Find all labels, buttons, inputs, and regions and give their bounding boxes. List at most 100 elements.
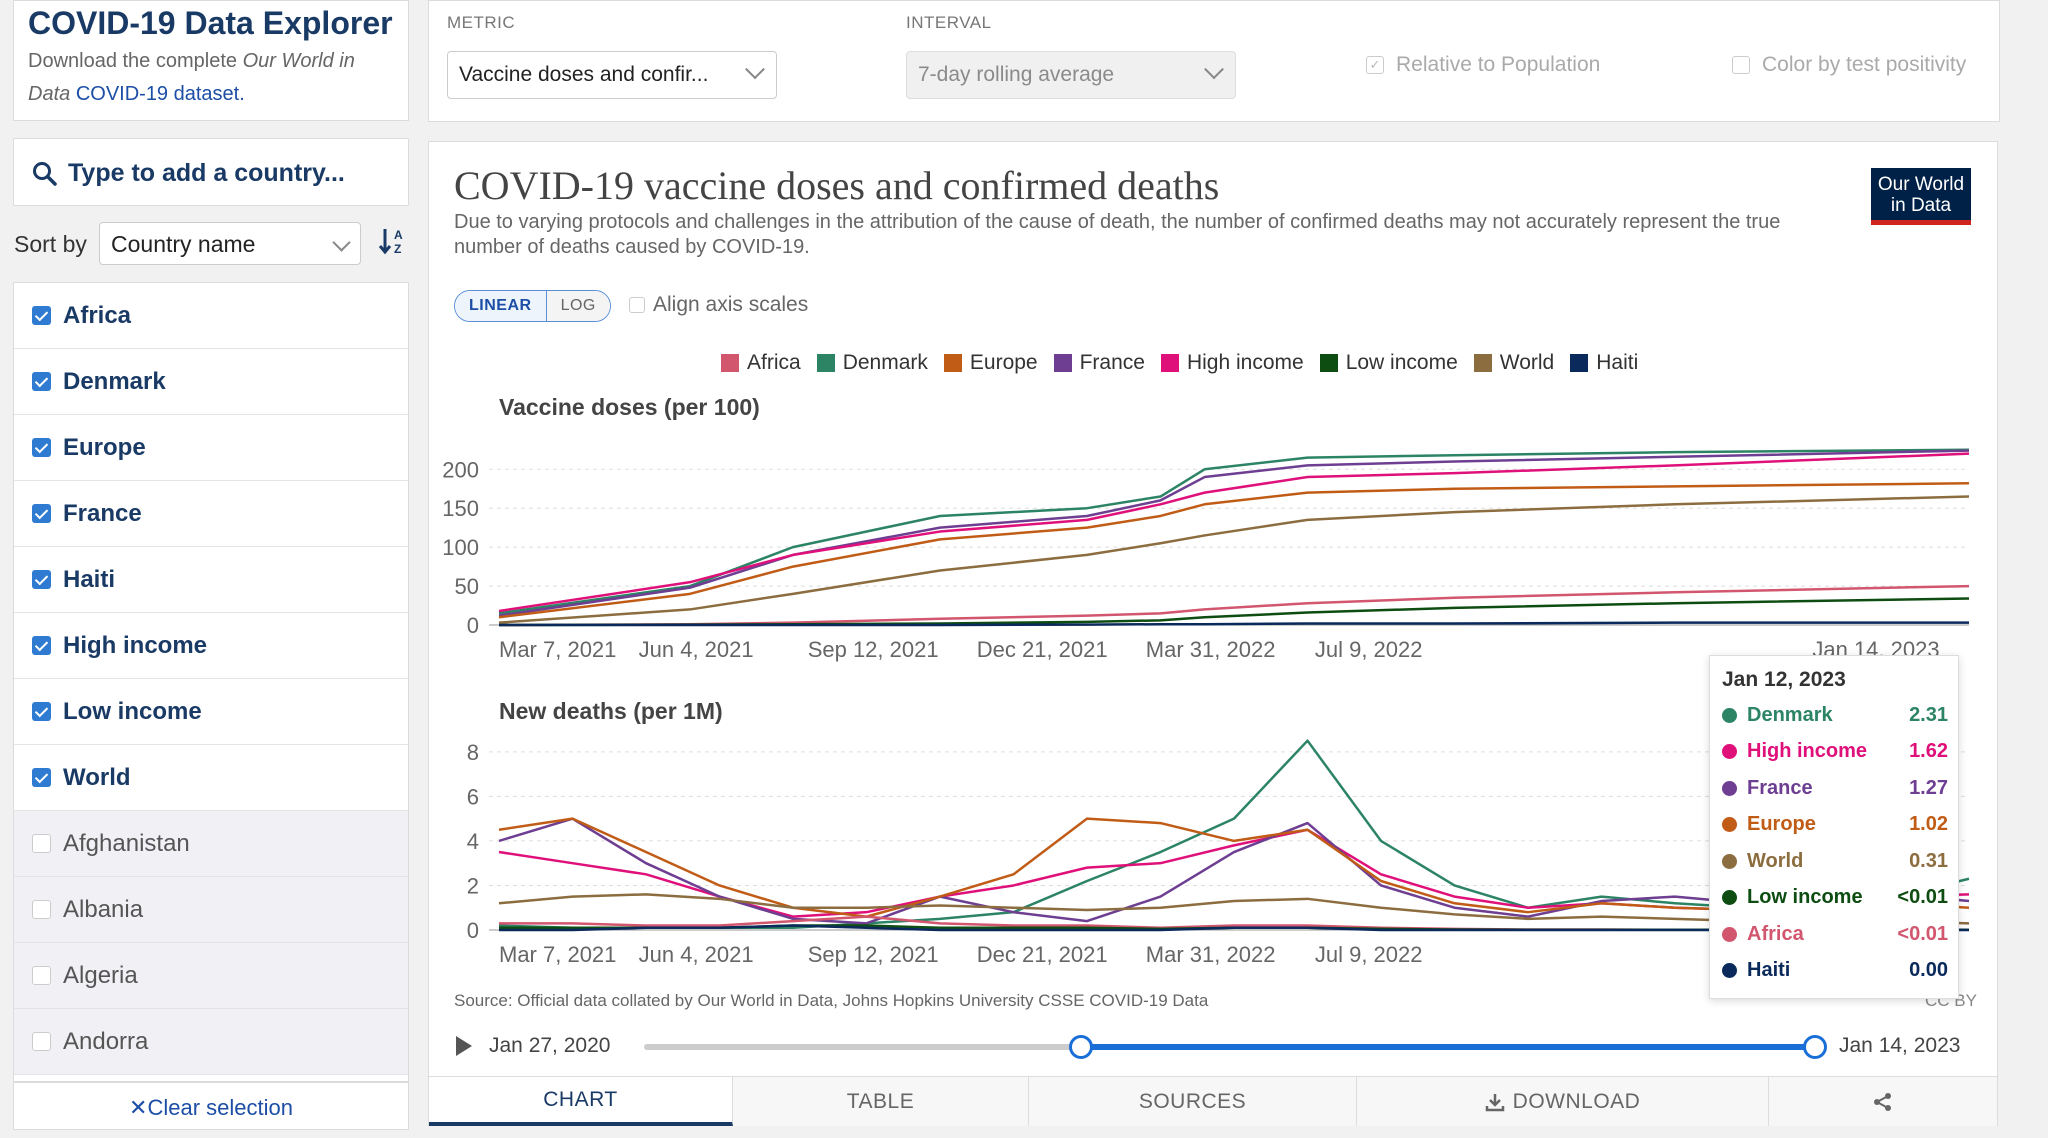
explorer-header: COVID-19 Data Explorer Download the comp… bbox=[13, 0, 409, 121]
align-axis-scales-toggle[interactable]: Align axis scales bbox=[629, 293, 808, 317]
tooltip-series-name: Europe bbox=[1747, 813, 1816, 835]
tab-download[interactable]: DOWNLOAD bbox=[1357, 1077, 1769, 1126]
deaths-y-tick: 0 bbox=[467, 918, 479, 943]
series-dot bbox=[1722, 963, 1737, 978]
chart-canvas[interactable]: 0 50 100 150 200 Mar 7, 2021 Jun 4, 2021 Sep 12… bbox=[429, 142, 1997, 992]
chevron-down-icon bbox=[1204, 59, 1224, 80]
checkbox-checked-icon bbox=[32, 306, 51, 325]
metric-label: METRIC bbox=[447, 13, 516, 32]
panel2-title: New deaths (per 1M) bbox=[499, 698, 723, 724]
country-item[interactable]: Haiti bbox=[14, 547, 408, 613]
legend-item[interactable]: Low income bbox=[1319, 351, 1458, 375]
timeline-end: Jan 14, 2023 bbox=[1839, 1034, 1961, 1057]
tab-sources[interactable]: SOURCES bbox=[1029, 1077, 1357, 1126]
legend-swatch bbox=[1570, 354, 1589, 372]
tab-chart[interactable]: CHART bbox=[429, 1077, 733, 1126]
tooltip-series-name: Africa bbox=[1747, 922, 1804, 945]
country-item[interactable]: High income bbox=[14, 613, 408, 679]
controls-panel: METRIC Vaccine doses and confir... INTER… bbox=[428, 0, 2000, 122]
country-name: Haiti bbox=[63, 565, 116, 593]
tab-table[interactable]: TABLE bbox=[733, 1077, 1029, 1126]
owid-logo[interactable]: Our World in Data bbox=[1871, 168, 1971, 225]
tooltip-row: Africa <0.01 bbox=[1722, 919, 1948, 949]
dataset-link[interactable]: COVID-19 dataset. bbox=[75, 83, 245, 105]
vaccine-y-tick: 150 bbox=[442, 496, 479, 521]
vaccine-x-tick: Sep 12, 2021 bbox=[808, 637, 939, 662]
country-item[interactable]: Denmark bbox=[14, 349, 408, 415]
play-icon[interactable] bbox=[454, 1035, 474, 1057]
sort-label: Sort by bbox=[14, 231, 87, 257]
legend-item[interactable]: Haiti bbox=[1570, 351, 1638, 375]
country-name: France bbox=[63, 499, 142, 527]
checkbox-icon bbox=[32, 900, 51, 919]
legend-item[interactable]: Denmark bbox=[816, 351, 928, 375]
chart-title: COVID-19 vaccine doses and confirmed dea… bbox=[454, 163, 1220, 208]
vaccine-series-high-income bbox=[498, 452, 1970, 613]
vaccine-series-denmark bbox=[498, 448, 1970, 615]
country-name: Europe bbox=[63, 433, 146, 461]
color-by-positivity-toggle[interactable]: Color by test positivity bbox=[1732, 53, 1966, 77]
country-item[interactable]: Afghanistan bbox=[14, 811, 408, 877]
legend-item[interactable]: High income bbox=[1160, 351, 1304, 375]
sort-dropdown[interactable]: Country name bbox=[99, 222, 361, 265]
country-item[interactable]: World bbox=[14, 745, 408, 811]
tooltip-series-value: 0.31 bbox=[1909, 849, 1948, 872]
sort-order-icon[interactable]: A Z bbox=[378, 226, 408, 256]
timeline-start: Jan 27, 2020 bbox=[489, 1034, 611, 1057]
legend-item[interactable]: Europe bbox=[943, 351, 1038, 375]
legend-label: World bbox=[1499, 351, 1555, 374]
tab-share[interactable] bbox=[1769, 1077, 1997, 1126]
deaths-x-tick: Dec 21, 2021 bbox=[977, 942, 1108, 967]
timeline-end-handle[interactable] bbox=[1803, 1035, 1827, 1059]
legend-item[interactable]: Africa bbox=[721, 351, 801, 375]
country-item[interactable]: Albania bbox=[14, 877, 408, 943]
series-dot bbox=[1722, 853, 1737, 869]
linear-scale-button[interactable]: LINEAR bbox=[455, 291, 547, 321]
tooltip-row: Haiti 0.00 bbox=[1722, 956, 1948, 986]
chart-tabs: CHART TABLE SOURCES DOWNLOAD bbox=[429, 1076, 1997, 1126]
legend-item[interactable]: World bbox=[1473, 351, 1555, 375]
country-name: Low income bbox=[63, 697, 202, 725]
tooltip-row: Low income <0.01 bbox=[1722, 883, 1948, 913]
tooltip-series-value: <0.01 bbox=[1897, 922, 1948, 945]
deaths-y-tick: 6 bbox=[467, 784, 479, 809]
relative-to-population-toggle[interactable]: ✓ Relative to Population bbox=[1366, 53, 1600, 77]
country-name: Afghanistan bbox=[63, 829, 190, 857]
country-item[interactable]: Andorra bbox=[14, 1009, 408, 1075]
timeline-start-handle[interactable] bbox=[1069, 1035, 1093, 1059]
checkbox-checked-icon bbox=[32, 570, 51, 589]
interval-dropdown[interactable]: 7-day rolling average bbox=[906, 51, 1236, 99]
legend-label: Low income bbox=[1345, 351, 1458, 374]
timeline-range bbox=[1081, 1044, 1815, 1050]
country-item[interactable]: Europe bbox=[14, 415, 408, 481]
vaccine-y-tick: 200 bbox=[442, 457, 479, 482]
deaths-x-tick: Sep 12, 2021 bbox=[808, 942, 939, 967]
country-name: Africa bbox=[63, 301, 132, 329]
tooltip-row: High income 1.62 bbox=[1722, 737, 1948, 767]
clear-selection-button[interactable]: ✕Clear selection bbox=[13, 1082, 409, 1130]
country-name: Andorra bbox=[63, 1027, 149, 1055]
deaths-x-tick: Mar 7, 2021 bbox=[499, 942, 616, 967]
checkbox-checked-icon bbox=[32, 636, 51, 655]
legend-item[interactable]: France bbox=[1053, 351, 1145, 375]
legend-label: France bbox=[1079, 351, 1145, 374]
country-item[interactable]: Africa bbox=[14, 283, 408, 349]
interval-label: INTERVAL bbox=[906, 13, 992, 32]
metric-dropdown[interactable]: Vaccine doses and confir... bbox=[447, 51, 777, 99]
tooltip-row: France 1.27 bbox=[1722, 773, 1948, 803]
log-scale-button[interactable]: LOG bbox=[546, 291, 610, 321]
legend-swatch bbox=[816, 354, 835, 372]
country-item[interactable]: Low income bbox=[14, 679, 408, 745]
country-item[interactable]: Algeria bbox=[14, 943, 408, 1009]
chart-tooltip: Jan 12, 2023 Denmark 2.31 High income 1.62 F… bbox=[1709, 655, 1959, 999]
tooltip-series-name: France bbox=[1747, 776, 1813, 799]
series-dot bbox=[1722, 817, 1737, 832]
svg-text:Z: Z bbox=[394, 242, 401, 256]
checkbox-checked-icon bbox=[32, 438, 51, 457]
country-item[interactable]: France bbox=[14, 481, 408, 547]
country-search[interactable]: Type to add a country... bbox=[13, 138, 409, 206]
deaths-x-tick: Jun 4, 2021 bbox=[639, 942, 754, 967]
vaccine-series-low-income bbox=[498, 597, 1970, 627]
country-name: Denmark bbox=[63, 367, 166, 395]
tooltip-series-value: <0.01 bbox=[1897, 886, 1948, 908]
